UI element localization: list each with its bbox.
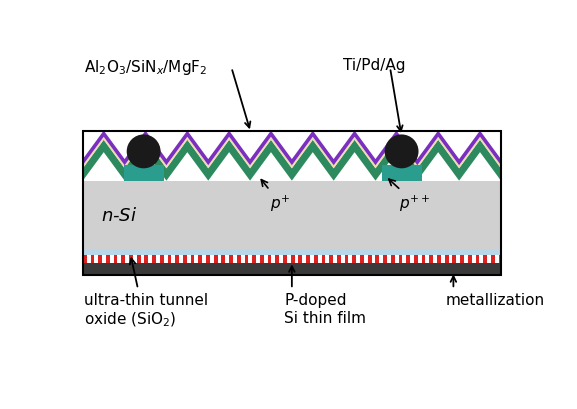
Bar: [414, 256, 418, 263]
Bar: [98, 256, 102, 263]
Circle shape: [127, 135, 160, 169]
Bar: [353, 256, 356, 263]
Circle shape: [385, 135, 418, 169]
Text: $p^{++}$: $p^{++}$: [389, 180, 430, 214]
Bar: [298, 256, 302, 263]
Bar: [91, 256, 95, 263]
Bar: [344, 256, 349, 263]
Bar: [190, 256, 194, 263]
Bar: [160, 256, 164, 263]
Bar: [106, 256, 110, 263]
Bar: [123, 166, 164, 181]
Bar: [321, 256, 325, 263]
Polygon shape: [83, 140, 501, 181]
Bar: [429, 256, 433, 263]
Bar: [460, 256, 464, 263]
Bar: [383, 256, 387, 263]
Text: P-doped
Si thin film: P-doped Si thin film: [284, 292, 366, 325]
Text: ultra-thin tunnel
oxide (SiO$_2$): ultra-thin tunnel oxide (SiO$_2$): [84, 292, 208, 328]
Bar: [206, 256, 210, 263]
Bar: [376, 256, 379, 263]
Bar: [391, 256, 395, 263]
Bar: [475, 256, 479, 263]
Bar: [252, 256, 256, 263]
Text: $n$-Si: $n$-Si: [100, 207, 137, 225]
Bar: [329, 256, 333, 263]
Bar: [175, 256, 179, 263]
Bar: [245, 256, 248, 263]
Bar: [306, 256, 310, 263]
Bar: [491, 256, 494, 263]
Bar: [213, 256, 218, 263]
Bar: [83, 263, 501, 276]
Bar: [83, 131, 501, 276]
Bar: [399, 256, 402, 263]
Bar: [83, 256, 87, 263]
Bar: [268, 256, 271, 263]
Polygon shape: [83, 131, 501, 166]
Bar: [283, 256, 287, 263]
Polygon shape: [83, 137, 501, 169]
Bar: [83, 181, 501, 249]
Bar: [368, 256, 372, 263]
Bar: [406, 256, 410, 263]
Text: Ti/Pd/Ag: Ti/Pd/Ag: [343, 58, 406, 73]
Bar: [452, 256, 456, 263]
Bar: [291, 256, 294, 263]
Bar: [337, 256, 341, 263]
Text: $p^{+}$: $p^{+}$: [261, 180, 290, 214]
Bar: [198, 256, 202, 263]
Bar: [83, 181, 501, 249]
Bar: [121, 256, 125, 263]
Bar: [237, 256, 241, 263]
Bar: [83, 249, 501, 256]
Text: Al$_2$O$_3$/SiN$_x$/MgF$_2$: Al$_2$O$_3$/SiN$_x$/MgF$_2$: [84, 58, 208, 77]
Bar: [129, 256, 133, 263]
Bar: [260, 256, 264, 263]
Bar: [360, 256, 364, 263]
Bar: [83, 256, 501, 263]
Bar: [445, 256, 448, 263]
Bar: [422, 256, 425, 263]
Bar: [229, 256, 233, 263]
Bar: [437, 256, 441, 263]
Bar: [468, 256, 471, 263]
Bar: [114, 256, 118, 263]
Bar: [222, 256, 225, 263]
Bar: [167, 256, 171, 263]
Bar: [183, 256, 187, 263]
Text: metallization: metallization: [445, 292, 545, 308]
Bar: [381, 166, 422, 181]
Bar: [314, 256, 318, 263]
Bar: [499, 256, 501, 263]
Bar: [483, 256, 487, 263]
Bar: [144, 256, 148, 263]
Bar: [137, 256, 141, 263]
Bar: [152, 256, 156, 263]
Bar: [275, 256, 279, 263]
